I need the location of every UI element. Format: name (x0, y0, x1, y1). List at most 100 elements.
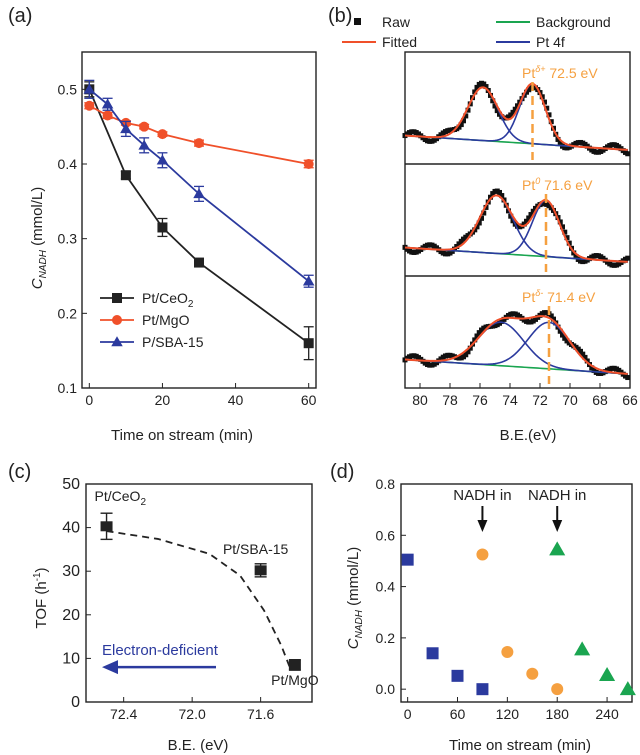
point-label-text: Pt/MgO (271, 672, 319, 688)
y-tick-label-a: 0.1 (58, 380, 78, 396)
panel-label-a: (a) (8, 5, 32, 27)
data-point-d (551, 683, 564, 696)
x-tick-label-b: 70 (562, 392, 578, 408)
x-axis-label-b: B.E.(eV) (500, 427, 557, 444)
y-tick-label-a: 0.3 (58, 231, 78, 247)
peak-annotation-b: Ptδ- 71.4 eV (522, 288, 596, 305)
raw-point-b (458, 122, 464, 128)
annotation-text: 71.6 eV (540, 177, 593, 193)
x-tick-label-d: 120 (496, 706, 520, 722)
raw-point-b (539, 94, 545, 100)
x-tick-label-c: 71.6 (247, 706, 274, 722)
annotation-label-d: NADH in (453, 487, 511, 504)
data-point-d (401, 553, 414, 566)
data-point-d (549, 541, 566, 556)
raw-point-b (548, 313, 554, 319)
fitted-line-b (404, 194, 628, 263)
y-tick-label-d: 0.8 (376, 476, 396, 492)
legend-label-b: Fitted (382, 34, 417, 50)
data-point-a (302, 275, 315, 286)
legend-label-text: Pt/MgO (142, 312, 190, 328)
raw-point-b (562, 229, 568, 235)
data-point-a (101, 98, 114, 109)
legend-marker-b (354, 18, 361, 25)
raw-point-b (625, 375, 631, 381)
electron-arrow-label: Electron-deficient (102, 642, 219, 659)
annotation-text: 71.4 eV (543, 289, 596, 305)
raw-point-b (476, 220, 482, 226)
raw-point-b (526, 215, 532, 221)
fitted-line-b (404, 315, 628, 375)
raw-point-b (474, 224, 480, 230)
raw-point-b (578, 348, 583, 354)
x-tick-label-b: 76 (472, 392, 488, 408)
annotation-base: Pt (522, 65, 535, 81)
plot-frame-c (85, 483, 313, 703)
raw-point-b (582, 354, 588, 360)
raw-point-b (521, 221, 527, 227)
data-point-a (193, 188, 205, 199)
raw-point-b (560, 224, 565, 230)
legend-label-b: Raw (382, 14, 411, 30)
data-point-c (254, 565, 267, 576)
raw-point-b (566, 240, 572, 246)
y-tick-label-c: 20 (62, 607, 80, 624)
y-tick-label-a: 0.5 (58, 81, 78, 97)
point-label-text: Pt/CeO (95, 488, 141, 504)
x-tick-label-c: 72.0 (179, 706, 206, 722)
legend-label-sub: 2 (188, 299, 194, 310)
point-label-c: Pt/CeO2 (95, 488, 147, 508)
raw-point-b (465, 107, 471, 113)
x-tick-label-b: 72 (532, 392, 548, 408)
raw-point-b (584, 358, 590, 364)
raw-point-b (557, 219, 563, 225)
data-point-c (100, 521, 113, 532)
y-tick-label-c: 10 (62, 650, 80, 667)
x-tick-label-b: 68 (592, 392, 608, 408)
data-point-a (139, 121, 150, 132)
data-point-a (157, 222, 168, 233)
legend-marker-a (112, 315, 122, 325)
annotation-arrow-head-d (477, 520, 488, 532)
x-tick-label-d: 60 (450, 706, 466, 722)
raw-point-b (557, 328, 563, 334)
point-label-c: Pt/MgO (271, 672, 319, 688)
trend-curve-c (106, 530, 291, 668)
raw-point-b (488, 194, 493, 200)
y-tick-label-d: 0.2 (376, 630, 396, 646)
y-axis-label-a: CNADH (mmol/L) (29, 187, 49, 290)
x-axis-label-a: Time on stream (min) (111, 427, 253, 444)
plot-frame-a (81, 51, 317, 389)
data-point-d (501, 645, 514, 658)
raw-point-b (472, 337, 478, 343)
raw-point-b (456, 124, 462, 130)
y-axis-label-d: CNADH (mmol/L) (345, 547, 365, 650)
data-point-d (426, 647, 439, 660)
data-point-a (303, 159, 314, 169)
raw-point-b (548, 119, 554, 125)
legend-marker-a (112, 293, 122, 303)
data-point-d (599, 667, 616, 682)
raw-point-b (483, 84, 489, 90)
x-tick-label-b: 80 (412, 392, 428, 408)
raw-point-b (528, 212, 534, 218)
legend-label-b: Pt 4f (536, 34, 565, 50)
raw-point-b (625, 255, 631, 261)
y-axis-label-c: TOF (h-1) (32, 567, 50, 628)
x-tick-label-d: 0 (404, 706, 412, 722)
raw-point-b (499, 193, 505, 199)
data-point-a (303, 338, 314, 349)
annotation-sup: δ+ (535, 64, 545, 74)
raw-point-b (589, 365, 595, 371)
raw-point-b (515, 103, 520, 109)
data-point-d (574, 641, 591, 656)
x-tick-label-b: 74 (502, 392, 518, 408)
data-point-a (157, 129, 168, 140)
y-tick-label-d: 0.6 (376, 527, 396, 543)
raw-point-b (564, 235, 570, 241)
raw-point-b (479, 215, 484, 221)
raw-point-b (555, 136, 561, 142)
x-tick-label-a: 0 (85, 392, 93, 408)
raw-point-b (463, 113, 469, 119)
